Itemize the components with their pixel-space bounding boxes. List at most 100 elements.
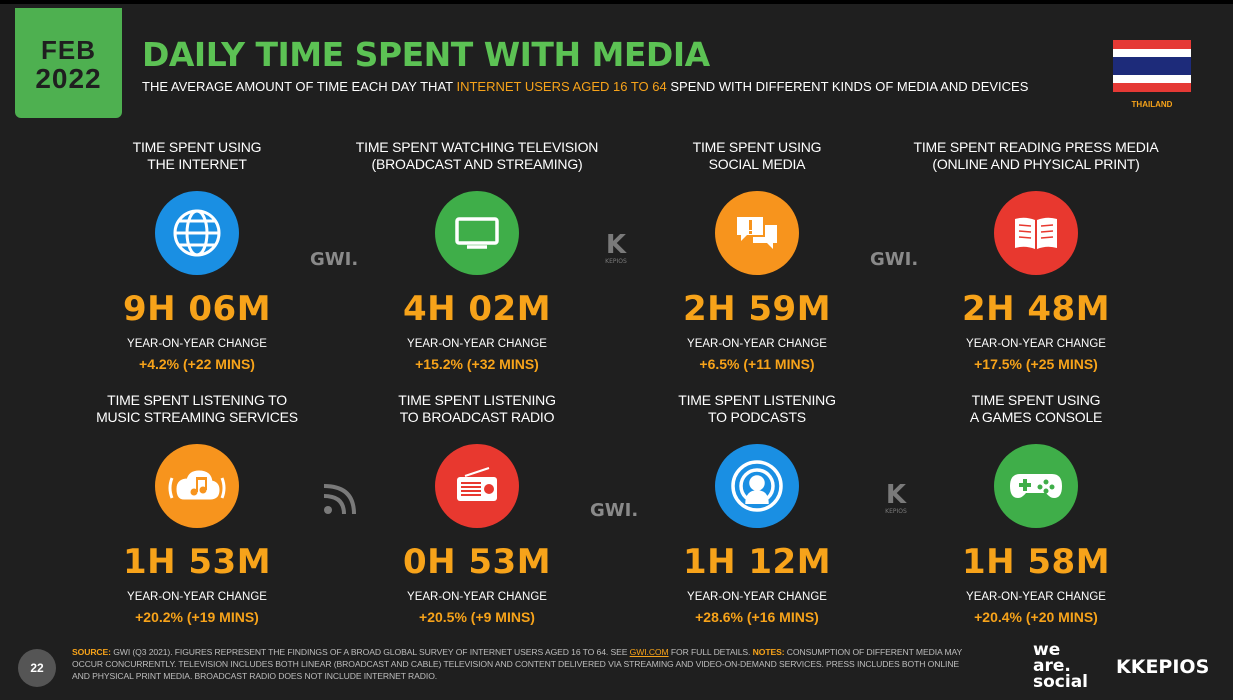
- metric-change: +6.5% (+11 MINS): [699, 356, 815, 372]
- yoy-label: YEAR-ON-YEAR CHANGE: [127, 338, 267, 350]
- metric-card-social-media: TIME SPENT USING SOCIAL MEDIA 2H 59M YEAR…: [627, 139, 887, 372]
- metric-value: 1H 12M: [682, 542, 832, 582]
- metric-value: 0H 53M: [402, 542, 552, 582]
- metric-label-line1: TIME SPENT WATCHING TELEVISION: [355, 139, 599, 155]
- metric-value: 2H 48M: [961, 289, 1111, 329]
- subtitle-post: SPEND WITH DIFFERENT KINDS OF MEDIA AND …: [666, 79, 1029, 94]
- metric-card-games-console: TIME SPENT USING A GAMES CONSOLE 1H 58M Y…: [906, 392, 1166, 625]
- metric-change: +20.2% (+19 MINS): [135, 609, 259, 625]
- music-cloud-icon: [155, 444, 239, 528]
- metric-change: +20.4% (+20 MINS): [974, 609, 1098, 625]
- metric-label-line2: MUSIC STREAMING SERVICES: [96, 409, 298, 425]
- kepios-watermark: K KEPIOS: [601, 232, 631, 265]
- metric-label: TIME SPENT LISTENING TO MUSIC STREAMING S…: [67, 392, 327, 426]
- metric-card-press-media: TIME SPENT READING PRESS MEDIA (ONLINE AN…: [906, 139, 1166, 372]
- tv-icon: [435, 191, 519, 275]
- source-label: SOURCE:: [72, 647, 111, 657]
- yoy-label: YEAR-ON-YEAR CHANGE: [687, 591, 827, 603]
- page-number: 22: [18, 649, 56, 687]
- metric-label: TIME SPENT LISTENING TO BROADCAST RADIO: [347, 392, 607, 426]
- metric-label-line1: TIME SPENT LISTENING TO: [107, 392, 287, 408]
- metric-card-music-streaming: TIME SPENT LISTENING TO MUSIC STREAMING S…: [67, 392, 327, 625]
- yoy-label: YEAR-ON-YEAR CHANGE: [966, 338, 1106, 350]
- metric-label-line1: TIME SPENT READING PRESS MEDIA: [913, 139, 1159, 155]
- notes-text: CONSUMPTION OF DIFFERENT MEDIA MAY OCCUR…: [72, 647, 962, 681]
- metric-label: TIME SPENT LISTENING TO PODCASTS: [627, 392, 887, 426]
- metric-change: +28.6% (+16 MINS): [695, 609, 819, 625]
- brand-are: are.: [1033, 656, 1071, 676]
- metric-label-line2: (ONLINE AND PHYSICAL PRINT): [932, 156, 1140, 172]
- source-text: GWI (Q3 2021). FIGURES REPRESENT THE FIN…: [110, 647, 630, 657]
- metric-label-line2: SOCIAL MEDIA: [708, 156, 806, 172]
- gwi-watermark: GWI.: [590, 500, 639, 521]
- kepios-k-icon: K: [885, 480, 907, 510]
- gwi-watermark: GWI.: [870, 249, 919, 270]
- kepios-watermark-text: KEPIOS: [885, 508, 907, 515]
- date-year: 2022: [35, 63, 102, 94]
- yoy-label: YEAR-ON-YEAR CHANGE: [127, 591, 267, 603]
- metric-card-internet: TIME SPENT USING THE INTERNET 9H 06M YEAR…: [67, 139, 327, 372]
- chat-bubbles-icon: [715, 191, 799, 275]
- source-after: FOR FULL DETAILS.: [668, 647, 753, 657]
- metric-card-podcasts: TIME SPENT LISTENING TO PODCASTS 1H 12M Y…: [627, 392, 887, 625]
- metric-label: TIME SPENT READING PRESS MEDIA (ONLINE AN…: [906, 139, 1166, 173]
- metric-card-television: TIME SPENT WATCHING TELEVISION (BROADCAST…: [347, 139, 607, 372]
- metric-value: 1H 53M: [122, 542, 272, 582]
- date-badge: FEB 2022: [15, 8, 122, 118]
- metric-label-line2: TO BROADCAST RADIO: [399, 409, 555, 425]
- gamepad-icon: [994, 444, 1078, 528]
- globe-icon: [155, 191, 239, 275]
- date-month: FEB: [41, 35, 96, 65]
- source-link[interactable]: GWI.COM: [629, 647, 669, 657]
- metric-value: 2H 59M: [682, 289, 832, 329]
- datareportal-watermark-icon: [320, 482, 360, 522]
- metric-label: TIME SPENT WATCHING TELEVISION (BROADCAST…: [347, 139, 607, 173]
- yoy-label: YEAR-ON-YEAR CHANGE: [687, 338, 827, 350]
- subtitle-highlight: INTERNET USERS AGED 16 TO 64: [456, 79, 667, 94]
- we-are-social-logo: we are. social: [1033, 640, 1089, 692]
- metric-label-line1: TIME SPENT USING: [971, 392, 1101, 408]
- kepios-k-icon: K: [605, 230, 627, 260]
- page-title: DAILY TIME SPENT WITH MEDIA: [142, 35, 710, 74]
- gwi-watermark: GWI.: [310, 249, 359, 270]
- brand-we: we: [1033, 640, 1061, 660]
- metric-value: 1H 58M: [961, 542, 1111, 582]
- metric-label-line2: (BROADCAST AND STREAMING): [371, 156, 583, 172]
- metric-label: TIME SPENT USING THE INTERNET: [67, 139, 327, 173]
- yoy-label: YEAR-ON-YEAR CHANGE: [407, 591, 547, 603]
- podcast-icon: [715, 444, 799, 528]
- kepios-logo-text: KEPIOS: [1130, 656, 1210, 678]
- subtitle-pre: THE AVERAGE AMOUNT OF TIME EACH DAY THAT: [142, 79, 457, 94]
- country-label: THAILAND: [1131, 100, 1173, 109]
- metric-value: 4H 02M: [402, 289, 552, 329]
- metric-change: +15.2% (+32 MINS): [415, 356, 539, 372]
- metric-change: +4.2% (+22 MINS): [139, 356, 255, 372]
- metric-label: TIME SPENT USING SOCIAL MEDIA: [627, 139, 887, 173]
- metric-label-line1: TIME SPENT USING: [692, 139, 822, 155]
- metric-change: +20.5% (+9 MINS): [419, 609, 535, 625]
- metric-label-line1: TIME SPENT LISTENING: [678, 392, 836, 408]
- kepios-watermark-text: KEPIOS: [605, 258, 627, 265]
- radio-icon: [435, 444, 519, 528]
- kepios-logo: KKEPIOS: [1116, 656, 1209, 678]
- metric-card-broadcast-radio: TIME SPENT LISTENING TO BROADCAST RADIO 0…: [347, 392, 607, 625]
- metric-label-line2: TO PODCASTS: [708, 409, 806, 425]
- metric-label-line2: THE INTERNET: [147, 156, 247, 172]
- metric-change: +17.5% (+25 MINS): [974, 356, 1098, 372]
- brand-social: social: [1033, 672, 1089, 692]
- kepios-logo-k-icon: K: [1116, 656, 1131, 678]
- page-subtitle: THE AVERAGE AMOUNT OF TIME EACH DAY THAT…: [142, 79, 1028, 94]
- metric-label-line2: A GAMES CONSOLE: [969, 409, 1103, 425]
- book-icon: [994, 191, 1078, 275]
- notes-label: NOTES:: [752, 647, 785, 657]
- metric-label: TIME SPENT USING A GAMES CONSOLE: [906, 392, 1166, 426]
- metric-value: 9H 06M: [122, 289, 272, 329]
- metric-label-line1: TIME SPENT USING: [132, 139, 262, 155]
- metric-label-line1: TIME SPENT LISTENING: [398, 392, 556, 408]
- footnote: SOURCE: GWI (Q3 2021). FIGURES REPRESENT…: [72, 646, 972, 682]
- yoy-label: YEAR-ON-YEAR CHANGE: [407, 338, 547, 350]
- kepios-watermark: K KEPIOS: [881, 482, 911, 515]
- thailand-flag-icon: [1113, 40, 1191, 92]
- yoy-label: YEAR-ON-YEAR CHANGE: [966, 591, 1106, 603]
